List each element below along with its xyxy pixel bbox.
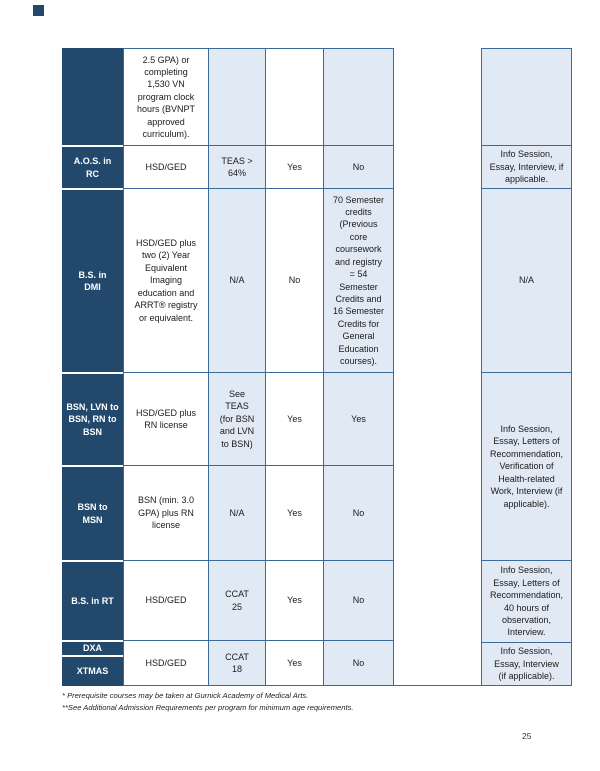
cell-program-bs-rt: B.S. in RT	[62, 560, 123, 640]
cell-col5-dxa-xtmas: No	[323, 640, 393, 686]
cell-col4-bsn-to-msn: Yes	[265, 465, 323, 560]
cell-program-bs-dmi: B.S. in DMI	[62, 188, 123, 372]
cell-col5-bs-rt: No	[323, 560, 393, 640]
footnotes: * Prerequisite courses may be taken at G…	[62, 690, 354, 714]
page-number: 25	[522, 731, 532, 741]
cell-program-xtmas: XTMAS	[62, 655, 123, 686]
cell-program-dxa: DXA	[62, 640, 123, 655]
cell-exam-bsn: See TEAS (for BSN and LVN to BSN)	[208, 372, 265, 465]
cell-requirements-bs-dmi: N/A	[482, 188, 572, 372]
cell-col5-bsn-to-msn: No	[323, 465, 393, 560]
cell-col4-aos-rc: Yes	[265, 145, 323, 188]
cell-exam-bsn-to-msn: N/A	[208, 465, 265, 560]
cell-education-bsn-to-msn: BSN (min. 3.0 GPA) plus RN license	[123, 465, 208, 560]
cell-program-aos-rc: A.O.S. in RC	[62, 145, 123, 188]
cell-education-bs-rt: HSD/GED	[123, 560, 208, 640]
cell-empty-column	[393, 48, 482, 686]
cell-program-bsn-to-msn: BSN to MSN	[62, 465, 123, 560]
cell-education-continued: 2.5 GPA) or completing 1,530 VN program …	[123, 48, 208, 145]
cell-col4-bs-rt: Yes	[265, 560, 323, 640]
cell-education-bs-dmi: HSD/GED plus two (2) Year Equivalent Ima…	[123, 188, 208, 372]
cell-program-continued	[62, 48, 123, 145]
cell-col4-bs-dmi: No	[265, 188, 323, 372]
cell-program-bsn: BSN, LVN to BSN, RN to BSN	[62, 372, 123, 465]
cell-col5-continued	[323, 48, 393, 145]
cell-col4-continued	[265, 48, 323, 145]
cell-exam-bs-dmi: N/A	[208, 188, 265, 372]
cell-requirements-bs-rt: Info Session, Essay, Letters of Recommen…	[482, 560, 572, 642]
cell-education-bsn: HSD/GED plus RN license	[123, 372, 208, 465]
cell-requirements-dxa-xtmas: Info Session, Essay, Interview (if appli…	[482, 642, 572, 686]
cell-exam-aos-rc: TEAS > 64%	[208, 145, 265, 188]
cell-requirements-aos-rc: Info Session, Essay, Interview, if appli…	[482, 145, 572, 188]
cell-col5-aos-rc: No	[323, 145, 393, 188]
footnote-prerequisite: * Prerequisite courses may be taken at G…	[62, 691, 309, 700]
cell-education-dxa-xtmas: HSD/GED	[123, 640, 208, 686]
cell-requirements-bsn-merged: Info Session, Essay, Letters of Recommen…	[482, 372, 572, 560]
cell-col4-dxa-xtmas: Yes	[265, 640, 323, 686]
cell-col5-bsn: Yes	[323, 372, 393, 465]
cell-requirements-continued	[482, 48, 572, 145]
page-corner-mark	[33, 5, 44, 16]
cell-col5-bs-dmi: 70 Semester credits (Previous core cours…	[323, 188, 393, 372]
cell-exam-continued	[208, 48, 265, 145]
cell-exam-dxa-xtmas: CCAT 18	[208, 640, 265, 686]
cell-col4-bsn: Yes	[265, 372, 323, 465]
cell-exam-bs-rt: CCAT 25	[208, 560, 265, 640]
footnote-additional-requirements: **See Additional Admission Requirements …	[62, 703, 354, 712]
cell-education-aos-rc: HSD/GED	[123, 145, 208, 188]
